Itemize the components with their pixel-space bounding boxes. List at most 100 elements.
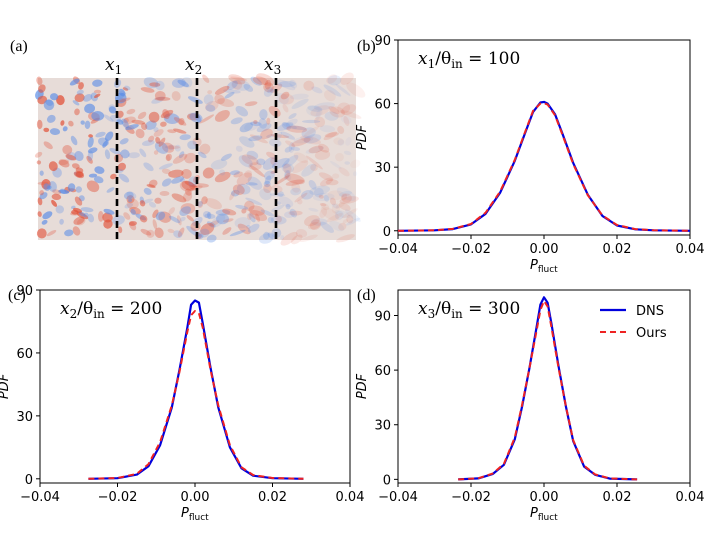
field-structure xyxy=(207,90,213,95)
field-structure xyxy=(106,187,115,193)
field-structure xyxy=(128,198,133,203)
field-structure xyxy=(249,134,268,144)
field-structure xyxy=(108,104,116,113)
field-structure xyxy=(135,128,145,139)
field-structure xyxy=(255,213,261,222)
field-structure xyxy=(244,200,255,212)
y-tick-label: 30 xyxy=(374,419,391,434)
field-structure xyxy=(74,108,80,116)
field-structure xyxy=(219,169,226,176)
field-structure xyxy=(59,218,64,225)
field-structure xyxy=(84,120,91,129)
field-structure xyxy=(139,148,147,158)
field-structure xyxy=(329,197,337,206)
field-structure xyxy=(248,162,262,171)
y-tick-label: 30 xyxy=(374,161,391,176)
field-structure xyxy=(307,105,323,112)
field-structure xyxy=(83,94,93,102)
field-structure xyxy=(327,75,342,86)
field-structure xyxy=(292,160,309,174)
field-structure xyxy=(125,124,139,131)
field-structure xyxy=(318,143,330,153)
x-tick-label: 0.00 xyxy=(181,490,210,505)
field-structure xyxy=(187,112,195,119)
field-structure xyxy=(291,182,301,193)
field-structure xyxy=(206,221,216,228)
field-structure xyxy=(158,163,173,170)
field-structure xyxy=(129,206,141,215)
field-structure xyxy=(277,79,296,91)
field-structure xyxy=(187,140,198,150)
legend: DNS Ours xyxy=(600,304,667,341)
field-structure xyxy=(340,72,354,85)
field-structure xyxy=(280,131,295,140)
field-structure xyxy=(282,103,289,113)
field-structure xyxy=(74,93,85,103)
field-structure xyxy=(214,94,225,105)
field-structure xyxy=(239,136,255,148)
field-structure xyxy=(332,173,340,179)
pdf-panel-d: (d) −0.04 −0.02 0.00 0.02 0.04 0 30 60 90 Pfluct PD… xyxy=(355,287,704,523)
field-structure xyxy=(43,99,55,111)
field-structure xyxy=(256,123,272,133)
field-structure xyxy=(55,205,64,214)
field-structure xyxy=(153,127,159,133)
field-structure xyxy=(256,73,275,86)
field-structure xyxy=(259,233,274,244)
field-structure xyxy=(291,98,309,109)
field-structure xyxy=(263,82,274,93)
field-structure xyxy=(37,181,49,185)
field-structure xyxy=(155,136,161,144)
x-tick-label: 0.04 xyxy=(676,490,705,505)
field-structure xyxy=(246,150,259,160)
field-structure xyxy=(76,89,84,95)
field-structure xyxy=(162,109,170,120)
field-structure xyxy=(229,229,246,237)
field-structure xyxy=(104,131,114,142)
field-structure xyxy=(56,95,65,106)
series-ours-line xyxy=(88,310,304,480)
field-structure xyxy=(248,213,256,223)
field-structure xyxy=(199,143,211,155)
field-structure xyxy=(202,167,215,179)
field-structure xyxy=(318,172,334,182)
field-structure xyxy=(329,220,345,232)
field-structure xyxy=(168,215,181,224)
field-structure xyxy=(123,116,136,125)
field-structure xyxy=(104,149,111,160)
field-structure xyxy=(345,137,352,146)
field-structure xyxy=(231,79,243,90)
field-structure xyxy=(229,190,236,201)
field-structure xyxy=(72,226,81,236)
field-structure xyxy=(313,102,335,111)
field-structure xyxy=(290,93,309,100)
field-structure xyxy=(264,175,272,185)
y-tick-label: 60 xyxy=(16,347,33,362)
field-structure xyxy=(267,216,274,224)
y-axis-label: PDF xyxy=(355,373,370,399)
field-structure xyxy=(112,215,125,225)
field-structure xyxy=(93,176,104,184)
field-structure xyxy=(226,80,238,90)
y-tick-label: 0 xyxy=(25,473,33,488)
field-structure xyxy=(276,131,283,140)
field-structure xyxy=(88,173,98,178)
field-structure xyxy=(270,83,283,93)
y-tick-label: 0 xyxy=(383,225,391,240)
field-structure xyxy=(36,160,42,165)
field-structure xyxy=(76,211,89,220)
field-structure xyxy=(179,180,195,192)
field-structure xyxy=(223,89,241,94)
field-structure xyxy=(173,117,187,126)
field-structure xyxy=(126,195,135,204)
field-structure xyxy=(159,191,170,196)
field-structure xyxy=(78,82,84,90)
field-structure xyxy=(160,121,167,127)
field-structure xyxy=(160,109,174,119)
y-tick-label: 90 xyxy=(374,34,391,49)
field-structure xyxy=(241,208,247,214)
field-structure xyxy=(330,160,342,169)
field-structure xyxy=(72,100,80,106)
field-structure xyxy=(253,119,258,125)
x-tick-label: 0.00 xyxy=(530,490,559,505)
